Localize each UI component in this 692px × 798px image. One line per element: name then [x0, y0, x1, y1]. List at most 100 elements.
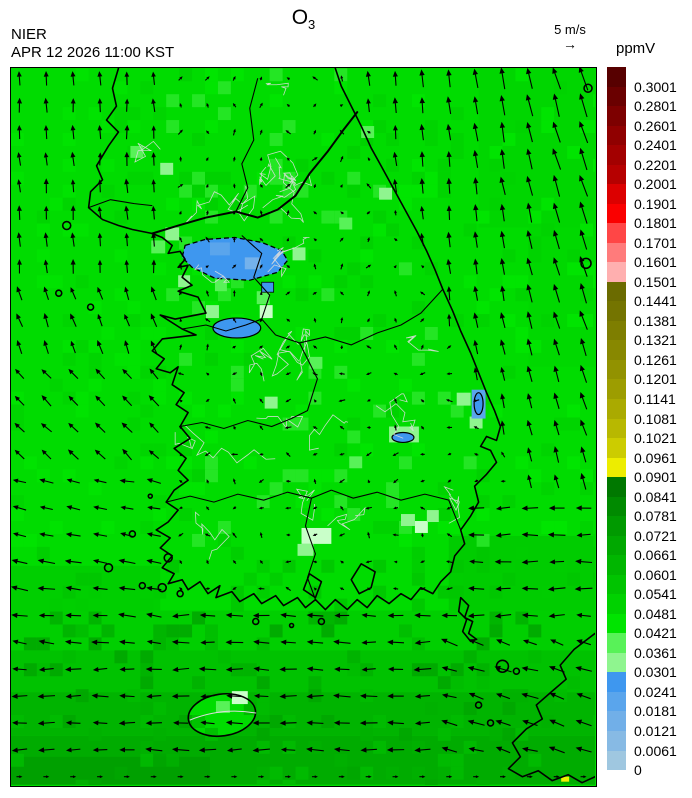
colorbar-tick-label: 0.0541: [634, 586, 677, 603]
wind-speed-label: 5 m/s: [554, 22, 586, 37]
colorbar-segment: [607, 711, 626, 731]
county-boundaries: [134, 82, 460, 560]
province-boundaries: [88, 78, 462, 600]
datetime-label: APR 12 2026 11:00 KST: [11, 44, 175, 61]
colorbar-segment: [607, 125, 626, 146]
low-ozone-blobs: [181, 236, 486, 444]
korean-peninsula-coast: [87, 68, 502, 611]
colorbar-tick-label: 0.0661: [634, 547, 677, 564]
colorbar-segment: [607, 438, 626, 458]
colorbar-segment: [607, 184, 626, 204]
colorbar-tick-label: 0.3001: [634, 78, 677, 95]
colorbar-segment: [607, 594, 626, 614]
colorbar-unit-label: ppmV: [616, 40, 656, 57]
colorbar-tick-label: 0.1141: [634, 391, 676, 407]
colorbar-segment: [607, 320, 626, 341]
colorbar-tick-label: 0.2401: [634, 137, 677, 154]
daegu-low-ozone-cell: [391, 431, 415, 444]
seoul-low-ozone-blob: [181, 236, 289, 281]
colorbar-segment: [607, 418, 626, 439]
colorbar-tick-label: 0.2801: [634, 98, 677, 115]
colorbar-segment: [607, 477, 626, 497]
colorbar-tick-label: 0.0781: [634, 508, 677, 525]
jeju-ridge-line: [189, 710, 257, 721]
geoje-island: [350, 562, 376, 595]
colorbar-tick-label: 0.0901: [634, 469, 677, 486]
colorbar-segment: [607, 555, 626, 575]
colorbar-segment: [607, 67, 626, 87]
small-low-ozone-cell: [261, 281, 275, 293]
colorbar-segment: [607, 86, 626, 107]
colorbar-tick-label: 0.1261: [634, 351, 677, 368]
colorbar-segment: [607, 223, 626, 243]
colorbar-segment: [607, 496, 626, 517]
jeju-island-coast: [187, 693, 257, 738]
colorbar-tick-label: 0.1601: [634, 254, 677, 271]
wind-vector-arrows: [11, 68, 593, 779]
wind-speed-legend: 5 m/s →: [540, 22, 600, 52]
colorbar-tick-label: 0.0301: [634, 664, 677, 681]
colorbar-segment: [607, 652, 626, 673]
tsushima-island: [457, 596, 478, 643]
ulleungdo-island: [580, 257, 592, 270]
colorbar-tick-label: 0.1321: [634, 332, 677, 349]
colorbar-tick-label: 0.1201: [634, 371, 677, 388]
colorbar-segment: [607, 535, 626, 556]
colorbar-segment: [607, 301, 626, 321]
colorbar-segment: [607, 379, 626, 399]
colorbar-tick-label: 0.0421: [634, 625, 677, 642]
colorbar-tick-label: 0.2001: [634, 176, 677, 193]
colorbar-segment: [607, 750, 626, 771]
iki-island: [495, 659, 510, 674]
colorbar-tick-label: 0.0601: [634, 566, 677, 583]
colorbar-segment: [607, 457, 626, 478]
colorbar-segment: [607, 399, 626, 419]
colorbar-segment: [607, 262, 626, 282]
colorbar-tick-label: 0.1081: [634, 410, 677, 427]
colorbar-tick-label: 0.2601: [634, 117, 677, 134]
colorbar-segment: [607, 281, 626, 302]
colorbar-segment: [607, 731, 626, 751]
colorbar-segment: [607, 359, 626, 380]
colorbar-tick-label: 0.0481: [634, 605, 677, 622]
colorbar-tick-label: 0.1381: [634, 312, 677, 329]
colorbar-tick-label: 0.1021: [634, 430, 677, 447]
ozone-concentration-map: [10, 67, 597, 787]
colorbar-tick-label: 0.0841: [634, 488, 677, 505]
small-islet-top-right: [583, 83, 593, 94]
colorbar-segment: [607, 613, 626, 634]
coastlines: [54, 68, 595, 784]
colorbar-segment: [607, 164, 626, 185]
map-canvas: [11, 68, 595, 785]
colorbar-tick-label: 0.1901: [634, 195, 677, 212]
colorbar-segment: [607, 691, 626, 712]
colorbar-tick-label: 0: [634, 762, 642, 779]
colorbar-segment: [607, 242, 626, 263]
jeju-island-fill: [188, 693, 256, 737]
colorbar-segment: [607, 340, 626, 360]
colorbar-tick-label: 0.0181: [634, 703, 677, 720]
colorbar-tick-label: 0.1701: [634, 234, 677, 251]
colorbar-tick-label: 0.0961: [634, 449, 677, 466]
colorbar-tick-label: 0.0361: [634, 644, 677, 661]
colorbar-segment: [607, 574, 626, 595]
colorbar-legend: 0.3001 0.2801 0.2601 0.2401 0.2201 0.2001 0.19…: [607, 67, 692, 777]
namhae-island: [302, 572, 323, 599]
mdl-boundary: [151, 111, 359, 235]
title-species: O: [291, 6, 309, 29]
kyushu-coast: [507, 632, 595, 784]
colorbar-tick-label: 0.2201: [634, 156, 677, 173]
colorbar-tick-label: 0.0241: [634, 683, 677, 700]
colorbar-segment: [607, 633, 626, 653]
colorbar-segment: [607, 672, 626, 692]
colorbar-segment: [607, 145, 626, 165]
colorbar-tick-label: 0.1441: [634, 293, 677, 310]
org-label: NIER: [11, 26, 47, 43]
colorbar-tick-label: 0.0061: [634, 742, 677, 759]
colorbar-tick-label: 0.0721: [634, 527, 677, 544]
colorbar-tick-label: 0.0121: [634, 723, 677, 740]
colorbar-segment: [607, 516, 626, 536]
colorbar-tick-label: 0.1801: [634, 215, 677, 232]
wind-reference-arrow-icon: →: [563, 36, 577, 52]
